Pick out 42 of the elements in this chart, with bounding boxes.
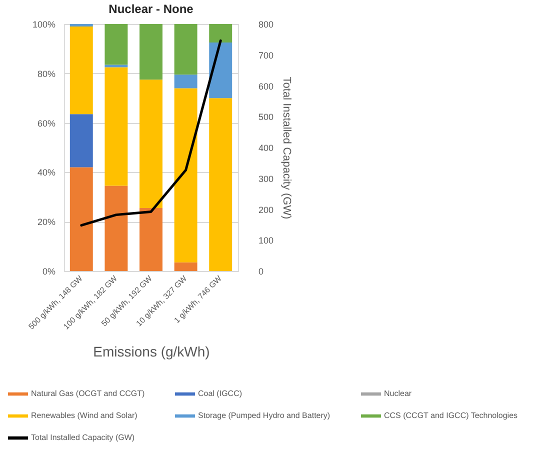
y2-tick-label: 300 bbox=[258, 174, 274, 184]
legend-label: Storage (Pumped Hydro and Battery) bbox=[198, 411, 330, 420]
y2-tick-label: 400 bbox=[258, 143, 274, 153]
y-tick-label: 40% bbox=[37, 168, 56, 178]
y2-axis-title: Total Installed Capacity (GW) bbox=[280, 76, 293, 220]
y2-tick-label: 700 bbox=[258, 50, 274, 60]
bar bbox=[140, 80, 162, 208]
bar bbox=[209, 98, 232, 271]
bar bbox=[209, 42, 232, 98]
legend-label: Total Installed Capacity (GW) bbox=[31, 433, 135, 442]
bar bbox=[140, 24, 162, 80]
y2-tick-label: 200 bbox=[258, 204, 274, 215]
y2-tick-label: 500 bbox=[258, 112, 274, 122]
bar bbox=[104, 24, 128, 65]
bar bbox=[104, 186, 128, 271]
chart-title: Nuclear - None bbox=[108, 2, 194, 16]
x-axis-title: Emissions (g/kWh) bbox=[93, 343, 210, 360]
legend-label: Nuclear bbox=[384, 389, 412, 398]
bar bbox=[70, 167, 93, 271]
y2-tick-label: 0 bbox=[258, 266, 264, 276]
bar bbox=[174, 88, 198, 262]
y-tick-label: 60% bbox=[37, 118, 56, 128]
line-series bbox=[80, 39, 222, 227]
bar bbox=[174, 24, 198, 75]
bar bbox=[174, 74, 198, 88]
bar bbox=[70, 26, 93, 114]
bar bbox=[70, 114, 93, 168]
bar bbox=[140, 208, 162, 271]
bar bbox=[174, 262, 198, 271]
legend-label: Natural Gas (OCGT and CCGT) bbox=[31, 389, 145, 398]
y2-tick-label: 800 bbox=[258, 20, 274, 30]
legend-label: Coal (IGCC) bbox=[198, 389, 242, 398]
legend-label: CCS (CCGT and IGCC) Technologies bbox=[384, 411, 518, 420]
y-tick-label: 20% bbox=[37, 217, 56, 228]
y-tick-label: 0% bbox=[42, 266, 56, 276]
y2-tick-label: 600 bbox=[258, 81, 274, 92]
y2-tick-label: 100 bbox=[258, 236, 274, 246]
y-tick-label: 100% bbox=[32, 20, 56, 30]
y-tick-label: 80% bbox=[37, 68, 56, 79]
bar bbox=[209, 24, 232, 43]
legend-label: Renewables (Wind and Solar) bbox=[31, 411, 138, 420]
bar bbox=[104, 67, 128, 186]
